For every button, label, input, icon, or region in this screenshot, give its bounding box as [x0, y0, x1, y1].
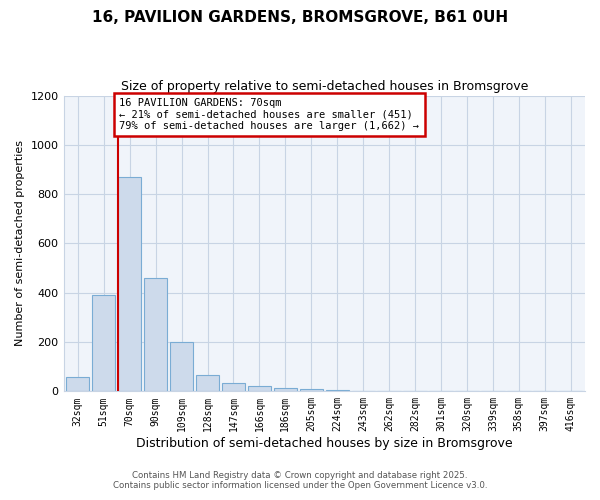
Bar [196, 376, 219, 392]
Bar [326, 390, 349, 392]
Bar [274, 388, 297, 392]
Bar [248, 386, 271, 392]
Bar [170, 342, 193, 392]
Bar [299, 390, 323, 392]
Title: Size of property relative to semi-detached houses in Bromsgrove: Size of property relative to semi-detach… [121, 80, 528, 93]
Bar [92, 295, 115, 392]
Bar [222, 382, 245, 392]
Y-axis label: Number of semi-detached properties: Number of semi-detached properties [15, 140, 25, 346]
Bar [118, 177, 142, 392]
Bar [144, 278, 167, 392]
X-axis label: Distribution of semi-detached houses by size in Bromsgrove: Distribution of semi-detached houses by … [136, 437, 512, 450]
Bar [352, 390, 375, 392]
Bar [66, 376, 89, 392]
Text: 16 PAVILION GARDENS: 70sqm
← 21% of semi-detached houses are smaller (451)
79% o: 16 PAVILION GARDENS: 70sqm ← 21% of semi… [119, 98, 419, 131]
Text: Contains HM Land Registry data © Crown copyright and database right 2025.
Contai: Contains HM Land Registry data © Crown c… [113, 470, 487, 490]
Text: 16, PAVILION GARDENS, BROMSGROVE, B61 0UH: 16, PAVILION GARDENS, BROMSGROVE, B61 0U… [92, 10, 508, 25]
